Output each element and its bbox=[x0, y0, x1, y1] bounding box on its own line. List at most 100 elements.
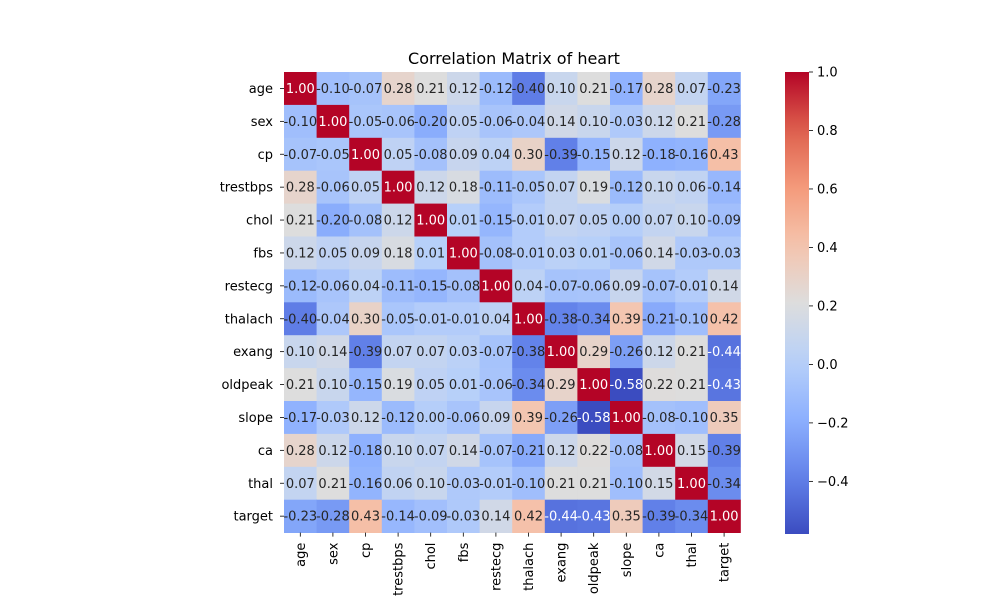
cell-value-trestbps-thalach: -0.05 bbox=[512, 181, 546, 196]
cell-value-target-sex: -0.28 bbox=[316, 510, 350, 525]
cell-value-restecg-sex: -0.06 bbox=[316, 279, 350, 294]
heatmap-cell-slope-oldpeak bbox=[577, 401, 611, 435]
cell-value-oldpeak-trestbps: 0.19 bbox=[384, 378, 413, 393]
cell-value-chol-thal: 0.10 bbox=[677, 214, 706, 229]
cell-value-ca-slope: -0.08 bbox=[609, 444, 643, 459]
column-label-fbs: fbs bbox=[457, 542, 472, 562]
column-labels: age sex cp trestbps chol fbs restecg thalach exa… bbox=[294, 532, 733, 596]
cell-value-chol-age: 0.21 bbox=[286, 214, 315, 229]
cell-value-restecg-ca: -0.07 bbox=[642, 279, 676, 294]
cell-value-thalach-exang: -0.38 bbox=[544, 312, 578, 327]
cell-value-thalach-age: -0.40 bbox=[283, 312, 317, 327]
heatmap-cell-fbs-sex bbox=[316, 236, 350, 270]
heatmap-cell-trestbps-thal bbox=[675, 170, 709, 204]
heatmap-cell-exang-age bbox=[284, 335, 317, 369]
cell-value-chol-ca: 0.07 bbox=[644, 214, 673, 229]
cell-value-thal-trestbps: 0.06 bbox=[384, 477, 413, 492]
cell-value-thal-slope: -0.10 bbox=[609, 477, 643, 492]
heatmap-cell-ca-thal bbox=[675, 433, 709, 468]
heatmap-cell-trestbps-exang bbox=[544, 170, 578, 204]
heatmap-cell-trestbps-ca bbox=[642, 170, 676, 204]
heatmap-cell-thal-slope bbox=[610, 466, 643, 501]
cell-value-restecg-thal: -0.01 bbox=[675, 279, 709, 294]
heatmap-cell-chol-thal bbox=[675, 203, 709, 237]
cell-value-restecg-target: 0.14 bbox=[710, 279, 739, 294]
cell-value-trestbps-cp: 0.05 bbox=[351, 181, 380, 196]
cell-value-oldpeak-thal: 0.21 bbox=[677, 378, 706, 393]
heatmap-cell-target-exang bbox=[544, 499, 578, 533]
row-label-thalach: thalach bbox=[225, 312, 273, 327]
cell-value-target-slope: 0.35 bbox=[612, 510, 641, 525]
cell-value-thalach-sex: -0.04 bbox=[316, 312, 350, 327]
column-label-ca: ca bbox=[652, 543, 667, 558]
heatmap-cell-thalach-thalach bbox=[512, 302, 546, 336]
heatmap-cell-restecg-fbs bbox=[447, 269, 480, 303]
colorbar-tick-label: 0.4 bbox=[817, 241, 838, 256]
cell-value-thal-chol: 0.10 bbox=[416, 477, 445, 492]
heatmap-cell-chol-ca bbox=[642, 203, 676, 237]
heatmap-cell-restecg-target bbox=[707, 269, 741, 303]
heatmap-cell-sex-fbs bbox=[447, 104, 480, 139]
cell-value-cp-trestbps: 0.05 bbox=[384, 148, 413, 163]
heatmap-cell-age-restecg bbox=[479, 72, 513, 106]
cell-value-fbs-slope: -0.06 bbox=[609, 246, 643, 261]
column-label-age: age bbox=[294, 543, 309, 567]
heatmap-cell-sex-trestbps bbox=[381, 104, 415, 139]
cell-value-target-thal: -0.34 bbox=[675, 510, 709, 525]
cell-value-exang-oldpeak: 0.29 bbox=[579, 345, 608, 360]
cell-value-thalach-thal: -0.10 bbox=[675, 312, 709, 327]
heatmap-cell-trestbps-restecg bbox=[479, 170, 513, 204]
heatmap-cell-age-fbs bbox=[447, 72, 480, 106]
heatmap-cell-trestbps-oldpeak bbox=[577, 170, 611, 204]
cell-value-target-exang: -0.44 bbox=[544, 510, 578, 525]
cell-value-cp-fbs: 0.09 bbox=[449, 148, 478, 163]
cell-value-sex-sex: 1.00 bbox=[318, 115, 347, 130]
cell-value-thal-thal: 1.00 bbox=[677, 477, 706, 492]
cell-value-restecg-trestbps: -0.11 bbox=[381, 279, 415, 294]
heatmap-cell-trestbps-sex bbox=[316, 170, 350, 204]
heatmap-cell-slope-thalach bbox=[512, 401, 546, 435]
cell-value-cp-oldpeak: -0.15 bbox=[577, 148, 611, 163]
cell-value-ca-chol: 0.07 bbox=[416, 444, 445, 459]
heatmap-cell-age-trestbps bbox=[381, 72, 415, 106]
heatmap-cell-chol-restecg bbox=[479, 203, 513, 237]
heatmap-cell-exang-exang bbox=[544, 335, 578, 369]
column-label-thalach: thalach bbox=[522, 543, 537, 591]
heatmap-cell-cp-thal bbox=[675, 137, 709, 172]
cell-value-thalach-slope: 0.39 bbox=[612, 312, 641, 327]
cell-value-sex-cp: -0.05 bbox=[349, 115, 383, 130]
cell-value-trestbps-exang: 0.07 bbox=[547, 181, 576, 196]
heatmap-cell-chol-exang bbox=[544, 203, 578, 237]
heatmap-cell-target-thalach bbox=[512, 499, 546, 533]
cell-value-oldpeak-slope: -0.58 bbox=[609, 378, 643, 393]
row-label-chol: chol bbox=[246, 214, 273, 229]
heatmap-cell-thalach-oldpeak bbox=[577, 302, 611, 336]
heatmap-cell-restecg-age bbox=[284, 269, 317, 303]
heatmap-cell-restecg-sex bbox=[316, 269, 350, 303]
cell-value-ca-oldpeak: 0.22 bbox=[579, 444, 608, 459]
cell-value-cp-chol: -0.08 bbox=[414, 148, 448, 163]
heatmap-cell-slope-thal bbox=[675, 401, 709, 435]
cell-value-exang-target: -0.44 bbox=[707, 345, 741, 360]
cell-value-trestbps-target: -0.14 bbox=[707, 181, 741, 196]
cell-value-thalach-ca: -0.21 bbox=[642, 312, 676, 327]
heatmap-cell-fbs-cp bbox=[349, 236, 383, 270]
cell-value-sex-fbs: 0.05 bbox=[449, 115, 478, 130]
heatmap-cell-chol-chol bbox=[414, 203, 448, 237]
heatmap-cell-sex-thal bbox=[675, 104, 709, 139]
heatmap-cell-ca-sex bbox=[316, 433, 350, 468]
cell-value-age-thal: 0.07 bbox=[677, 82, 706, 97]
cell-value-thal-target: -0.34 bbox=[707, 477, 741, 492]
cell-value-exang-slope: -0.26 bbox=[609, 345, 643, 360]
cell-value-cp-age: -0.07 bbox=[283, 148, 317, 163]
heatmap-cell-thalach-chol bbox=[414, 302, 448, 336]
heatmap-cell-fbs-restecg bbox=[479, 236, 513, 270]
cell-value-cp-ca: -0.18 bbox=[642, 148, 676, 163]
heatmap-cell-ca-ca bbox=[642, 433, 676, 468]
heatmap-cell-thal-age bbox=[284, 466, 317, 501]
cell-value-age-target: -0.23 bbox=[707, 82, 741, 97]
heatmap-cell-thalach-target bbox=[707, 302, 741, 336]
heatmap-cell-thalach-ca bbox=[642, 302, 676, 336]
cell-value-sex-ca: 0.12 bbox=[644, 115, 673, 130]
cell-value-cp-target: 0.43 bbox=[710, 148, 739, 163]
